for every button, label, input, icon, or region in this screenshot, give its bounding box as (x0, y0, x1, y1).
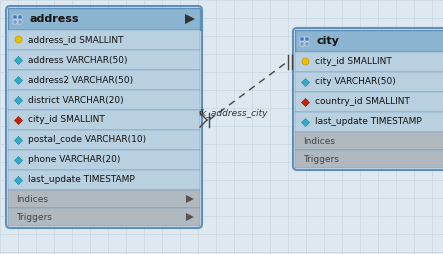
FancyBboxPatch shape (305, 42, 309, 46)
FancyBboxPatch shape (305, 37, 309, 41)
Text: city_id SMALLINT: city_id SMALLINT (315, 57, 392, 67)
FancyBboxPatch shape (295, 132, 443, 150)
Text: last_update TIMESTAMP: last_update TIMESTAMP (315, 118, 422, 126)
Text: Indices: Indices (303, 136, 335, 146)
FancyBboxPatch shape (8, 8, 200, 30)
FancyBboxPatch shape (13, 15, 17, 19)
FancyBboxPatch shape (295, 112, 443, 132)
Text: city VARCHAR(50): city VARCHAR(50) (315, 77, 396, 87)
Text: postal_code VARCHAR(10): postal_code VARCHAR(10) (28, 135, 146, 145)
FancyBboxPatch shape (295, 52, 443, 72)
Text: address: address (30, 14, 79, 24)
Text: address VARCHAR(50): address VARCHAR(50) (28, 56, 128, 65)
FancyBboxPatch shape (8, 30, 200, 50)
FancyBboxPatch shape (300, 37, 304, 41)
FancyBboxPatch shape (295, 92, 443, 112)
Text: address_id SMALLINT: address_id SMALLINT (28, 36, 124, 44)
Polygon shape (186, 195, 194, 203)
Text: address2 VARCHAR(50): address2 VARCHAR(50) (28, 75, 133, 85)
FancyBboxPatch shape (8, 90, 200, 110)
Text: country_id SMALLINT: country_id SMALLINT (315, 98, 410, 106)
FancyBboxPatch shape (13, 20, 17, 24)
FancyBboxPatch shape (18, 15, 22, 19)
FancyBboxPatch shape (8, 150, 200, 170)
Text: last_update TIMESTAMP: last_update TIMESTAMP (28, 176, 135, 184)
FancyBboxPatch shape (300, 42, 304, 46)
Text: city: city (317, 36, 340, 46)
Text: phone VARCHAR(20): phone VARCHAR(20) (28, 155, 120, 165)
Text: Indices: Indices (16, 195, 48, 203)
FancyBboxPatch shape (8, 70, 200, 90)
FancyBboxPatch shape (295, 72, 443, 92)
FancyBboxPatch shape (8, 208, 200, 226)
Polygon shape (186, 213, 194, 221)
FancyBboxPatch shape (8, 170, 200, 190)
Text: city_id SMALLINT: city_id SMALLINT (28, 116, 105, 124)
FancyBboxPatch shape (18, 20, 22, 24)
FancyBboxPatch shape (8, 50, 200, 70)
Polygon shape (185, 14, 195, 24)
FancyBboxPatch shape (8, 190, 200, 208)
Text: Triggers: Triggers (303, 154, 339, 164)
Text: Triggers: Triggers (16, 213, 52, 221)
FancyBboxPatch shape (8, 110, 200, 130)
Text: fk_address_city: fk_address_city (198, 109, 268, 118)
Text: district VARCHAR(20): district VARCHAR(20) (28, 96, 124, 104)
FancyBboxPatch shape (295, 30, 443, 52)
FancyBboxPatch shape (295, 150, 443, 168)
FancyBboxPatch shape (8, 130, 200, 150)
